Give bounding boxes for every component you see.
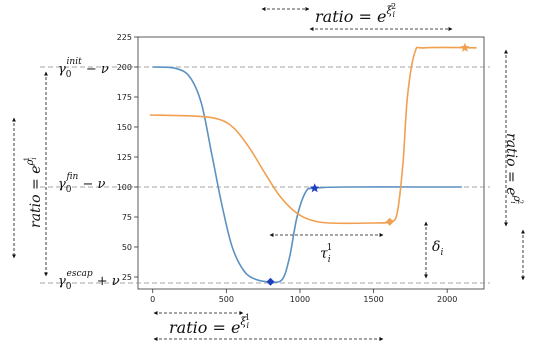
tau-label: τi1 — [320, 243, 332, 265]
ratio-left-label: ratio = eρi1 — [23, 157, 44, 228]
plot-frame — [137, 36, 485, 290]
y-tick-label: 175 — [117, 93, 132, 102]
y-tick-label: 75 — [122, 213, 132, 222]
series-line-0 — [152, 66, 462, 283]
y-tick-label: 25 — [122, 273, 132, 282]
y-tick-label: 100 — [117, 183, 132, 192]
x-tick-label: 1000 — [290, 295, 310, 304]
x-tick-label: 1500 — [363, 295, 383, 304]
y-tick-label: 150 — [117, 123, 132, 132]
diamond-marker-1 — [385, 217, 394, 226]
series-line-1 — [149, 46, 477, 225]
y-label-escap: γ0escap + ν — [58, 269, 120, 292]
y-tick-label: 200 — [117, 63, 132, 72]
x-tick-label: 500 — [219, 295, 234, 304]
x-tick-label: 2000 — [437, 295, 457, 304]
x-ticks: 0 500 1000 1500 2000 — [150, 289, 457, 304]
ratio-right-label: ratio = eρi2 — [503, 133, 524, 204]
diamond-marker-0 — [266, 277, 275, 286]
x-tick-label: 0 — [150, 295, 155, 304]
y-label-fin: γ0fin − ν — [58, 172, 105, 195]
delta-label: δi — [432, 239, 443, 258]
series-markers — [266, 42, 470, 286]
y-tick-label: 225 — [117, 33, 132, 42]
star-marker-0 — [309, 183, 320, 193]
y-ticks: 25 50 75 100 125 150 175 200 225 — [117, 33, 138, 282]
ratio-bottom-label: ratio = eξi1 — [169, 313, 250, 337]
y-label-init: γ0init − ν — [58, 57, 109, 80]
series-lines — [149, 46, 477, 283]
reference-lines — [40, 66, 490, 284]
ratio-top-label: ratio = eξi2 — [315, 2, 396, 26]
y-tick-label: 125 — [117, 153, 132, 162]
y-tick-label: 50 — [122, 243, 132, 252]
star-marker-1 — [460, 42, 470, 52]
